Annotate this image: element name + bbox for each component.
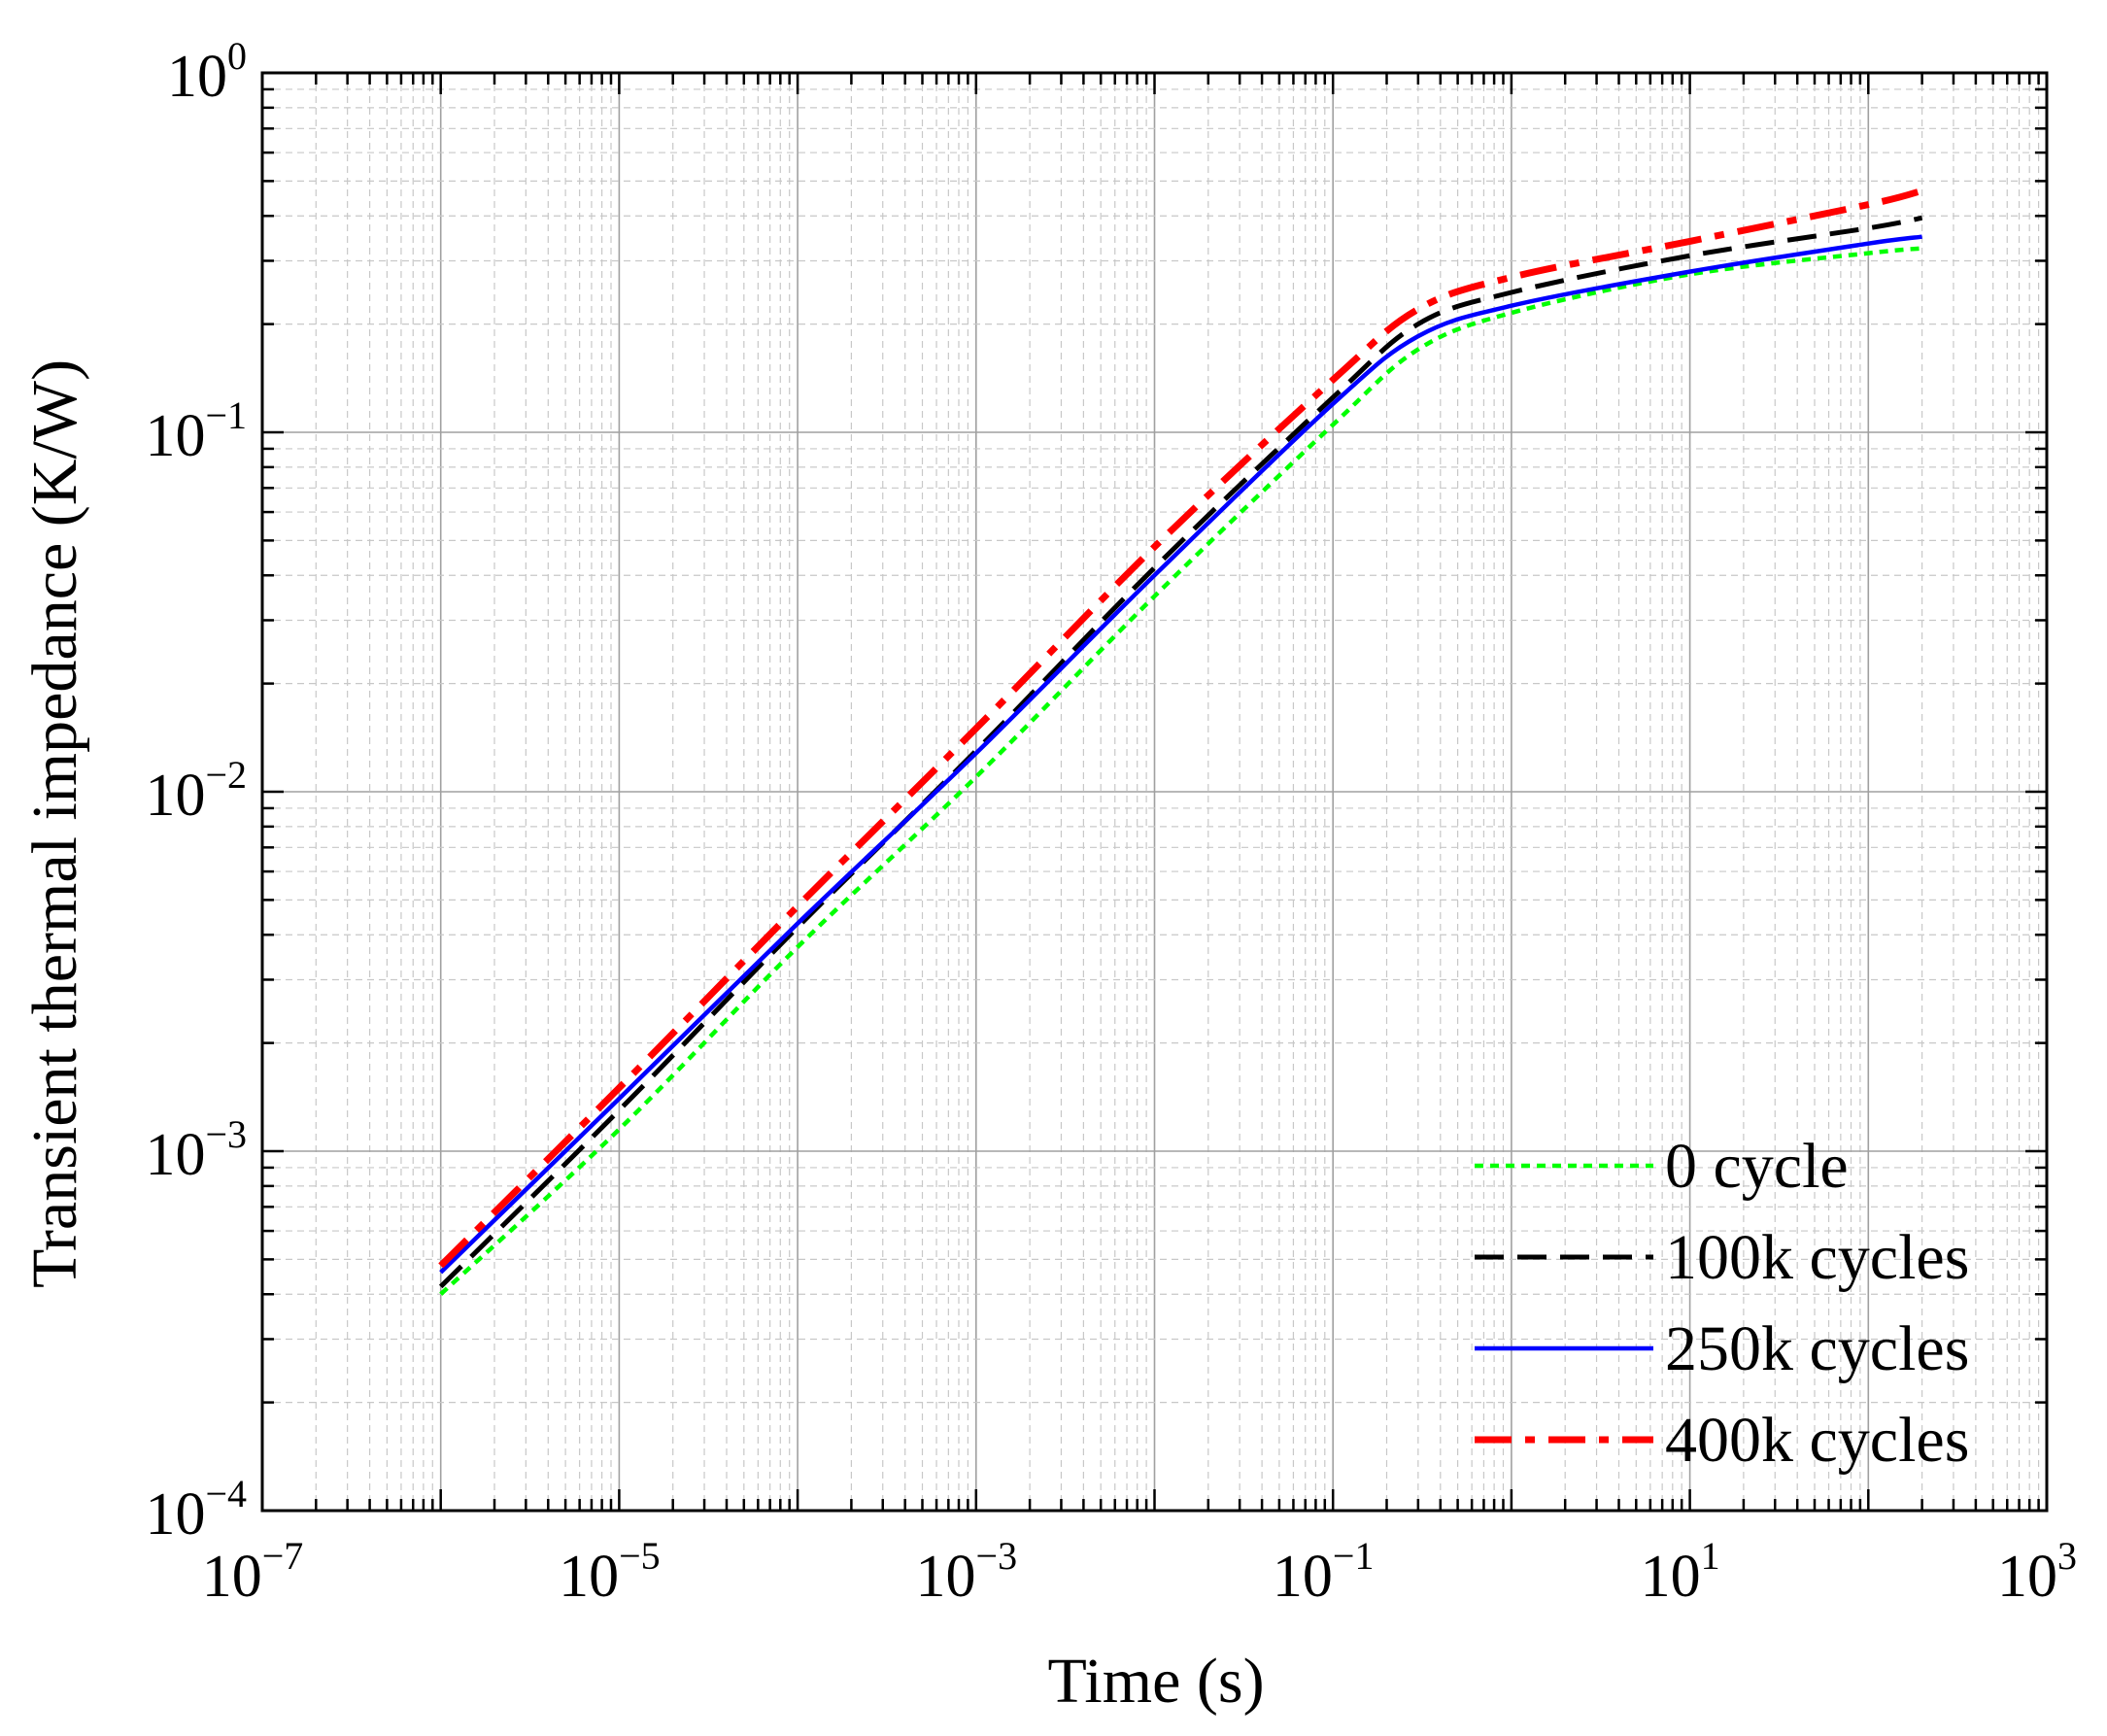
y-axis-title: Transient thermal impedance (K/W)	[19, 359, 90, 1288]
legend-label-2: 100k cycles	[1665, 1222, 1969, 1293]
legend: 0 cycle 100k cycles 250k cycles 400k cycles	[1475, 1131, 1969, 1476]
series-line-3	[439, 234, 1922, 1275]
tick-labels: 10−7 10−5 10−3 10−1 101 103 10−4 10−3 10−2 10−1 10…	[145, 34, 2077, 1610]
legend-label-1: 0 cycle	[1665, 1131, 1849, 1202]
y-tick-label: 10−3	[145, 1112, 247, 1188]
series-lines	[438, 187, 1923, 1296]
legend-label-4: 400k cycles	[1665, 1405, 1969, 1476]
x-tick-label: 10−5	[559, 1534, 661, 1610]
plot-frame	[260, 71, 2049, 1513]
y-tick-label: 10−1	[145, 393, 247, 469]
x-tick-label: 10−7	[202, 1534, 304, 1610]
y-tick-label: 100	[167, 34, 247, 110]
x-tick-label: 103	[1997, 1534, 2077, 1610]
series-line-1	[439, 246, 1922, 1296]
grid	[262, 73, 2047, 1511]
x-tick-label: 10−1	[1273, 1534, 1375, 1610]
x-axis-title: Time (s)	[1047, 1646, 1264, 1717]
axis-ticks	[260, 73, 2047, 1513]
x-tick-label: 10−3	[916, 1534, 1018, 1610]
y-tick-label: 10−2	[145, 753, 247, 829]
series-line-4	[438, 187, 1923, 1269]
x-tick-label: 101	[1641, 1534, 1720, 1610]
legend-label-3: 250k cycles	[1665, 1313, 1969, 1384]
series-line-2	[438, 215, 1923, 1289]
y-tick-label: 10−4	[145, 1472, 247, 1548]
